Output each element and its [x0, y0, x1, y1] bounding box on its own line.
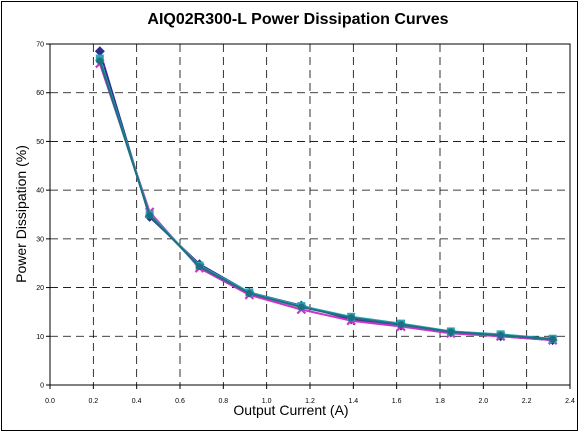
ticks-layer: 0.0 0.2 0.4 0.6 0.8 1.0 1.2 1.4 1.6 1.8 2.0 2.2 2.4 0…: [36, 42, 575, 406]
x-tick-label: 0.0: [45, 398, 55, 405]
x-tick-label: 1.0: [262, 398, 272, 405]
circle-marker: [96, 57, 104, 65]
x-tick-label: 2.2: [522, 398, 532, 405]
circle-marker: [397, 321, 405, 329]
series-layer: [94, 46, 558, 346]
x-tick-label: 1.8: [435, 398, 445, 405]
x-tick-label: 1.4: [348, 398, 358, 405]
y-tick-label: 70: [36, 42, 44, 49]
chart-title: AIQ02R300-L Power Dissipation Curves: [147, 11, 448, 28]
x-tick-label: 1.6: [392, 398, 402, 405]
y-tick-label: 0: [40, 383, 44, 390]
y-tick-label: 60: [36, 90, 44, 97]
series-line-1: [98, 51, 553, 342]
x-tick-label: 1.2: [305, 398, 315, 405]
y-tick-label: 10: [36, 334, 44, 341]
circle-marker: [297, 303, 305, 311]
x-tick-label: 0.6: [175, 398, 185, 405]
x-tick-label: 0.8: [218, 398, 228, 405]
circle-marker: [245, 289, 253, 297]
y-tick-label: 40: [36, 188, 44, 195]
x-axis-label: Output Current (A): [233, 402, 348, 418]
y-tick-label: 50: [36, 139, 44, 146]
x-tick-label: 0.2: [88, 398, 98, 405]
series-line-2: [98, 63, 553, 342]
grid-layer: [50, 44, 570, 385]
circle-marker: [347, 314, 355, 322]
x-tick-label: 2.4: [565, 398, 575, 405]
circle-marker: [497, 331, 505, 339]
y-axis-label: Power Dissipation (%): [13, 145, 29, 283]
series-line-3: [98, 58, 553, 340]
y-tick-label: 30: [36, 236, 44, 243]
x-tick-label: 0.4: [132, 398, 142, 405]
circle-marker: [146, 211, 154, 219]
circle-marker: [549, 335, 557, 343]
series-line-4: [98, 60, 553, 341]
x-tick-label: 2.0: [478, 398, 488, 405]
diamond-marker: [94, 46, 105, 57]
chart-frame: AIQ02R300-L Power Dissipation Curves Out…: [1, 1, 578, 431]
circle-marker: [196, 263, 203, 271]
circle-marker: [447, 328, 455, 336]
y-tick-label: 20: [36, 285, 44, 292]
